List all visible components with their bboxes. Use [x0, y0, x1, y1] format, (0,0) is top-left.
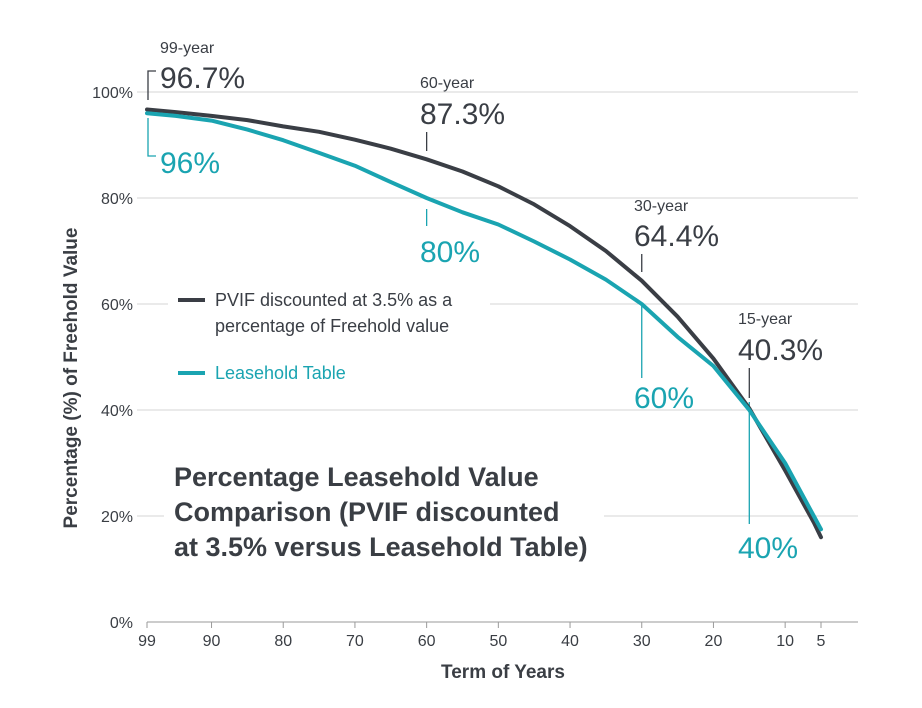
x-tick-label: 99 — [138, 633, 156, 650]
leasehold-line — [145, 111, 823, 532]
title-background — [164, 455, 604, 571]
y-tick-label: 20% — [101, 509, 133, 526]
pvif-line — [145, 107, 823, 540]
x-tick-label: 70 — [346, 633, 364, 650]
x-tick-label: 50 — [489, 633, 507, 650]
x-tick-label: 5 — [817, 633, 826, 650]
y-tick-label: 40% — [101, 403, 133, 420]
annotation-term: 15-year — [738, 311, 793, 328]
x-tick-label: 60 — [418, 633, 436, 650]
y-tick-label: 0% — [110, 615, 133, 632]
legend: PVIF discounted at 3.5% as a percentage o… — [168, 280, 490, 392]
annotation-leader — [147, 118, 156, 157]
chart-title-line: Percentage Leasehold Value — [174, 462, 539, 492]
annotation-labels: 99-year 96.7% 96% 60-year 87.3% 80% 30-year 64.… — [160, 40, 823, 565]
chart-title: Percentage Leasehold Value Comparison (PV… — [164, 455, 604, 571]
annotation-leader — [147, 70, 156, 100]
y-ticks: 0% 20% 40% 60% 80% 100% — [92, 85, 133, 632]
x-tick-label: 90 — [203, 633, 221, 650]
chart-title-line: at 3.5% versus Leasehold Table) — [174, 532, 588, 562]
annotation-leasehold-value: 40% — [738, 532, 798, 565]
annotation-pvif-value: 96.7% — [160, 62, 245, 95]
axes: Term of Years Percentage (%) of Freehold… — [61, 228, 858, 683]
annotation-pvif-value: 87.3% — [420, 98, 505, 131]
y-axis-title: Percentage (%) of Freehold Value — [61, 228, 82, 529]
x-axis-title: Term of Years — [441, 662, 565, 683]
annotation-pvif-value: 40.3% — [738, 334, 823, 367]
legend-label: Leasehold Table — [215, 363, 346, 383]
annotation-leaders — [147, 70, 750, 524]
annotation-pvif-value: 64.4% — [634, 220, 719, 253]
x-ticks: 99 90 80 70 60 50 40 30 20 10 5 — [138, 622, 826, 650]
y-tick-label: 60% — [101, 297, 133, 314]
legend-label: PVIF discounted at 3.5% as a — [215, 290, 453, 310]
y-tick-label: 100% — [92, 85, 133, 102]
x-tick-label: 80 — [274, 633, 292, 650]
legend-background — [168, 280, 490, 392]
annotation-term: 60-year — [420, 75, 475, 92]
legend-label: percentage of Freehold value — [215, 316, 449, 336]
x-tick-label: 30 — [633, 633, 651, 650]
annotation-leasehold-value: 96% — [160, 147, 220, 180]
annotation-term: 99-year — [160, 40, 215, 57]
x-tick-label: 10 — [776, 633, 794, 650]
x-tick-label: 40 — [561, 633, 579, 650]
chart-title-line: Comparison (PVIF discounted — [174, 497, 560, 527]
series-lines — [145, 107, 823, 540]
annotation-leasehold-value: 80% — [420, 236, 480, 269]
y-tick-label: 80% — [101, 191, 133, 208]
annotation-leasehold-value: 60% — [634, 382, 694, 415]
x-tick-label: 20 — [705, 633, 723, 650]
annotation-term: 30-year — [634, 198, 689, 215]
